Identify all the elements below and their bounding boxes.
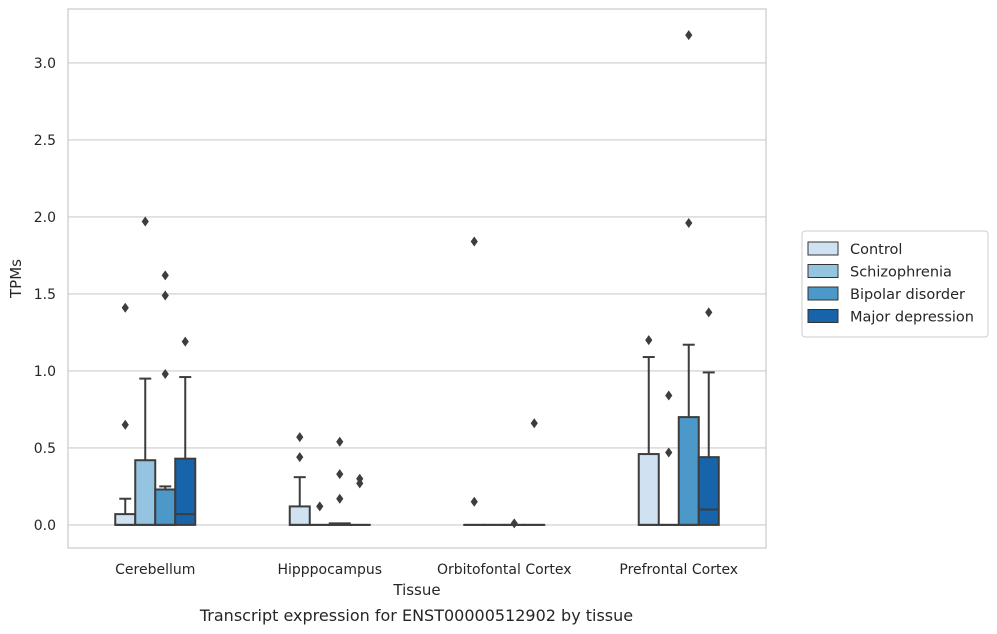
- box-iqr: [697, 456, 720, 526]
- box-schizophrenia: [657, 390, 680, 526]
- box-control: [463, 236, 486, 526]
- box-bipolar-disorder: [677, 30, 700, 526]
- x-tick-label: Orbitofontal Cortex: [437, 562, 572, 578]
- y-tick-label: 1.0: [34, 364, 56, 380]
- outlier-point: [356, 473, 364, 484]
- outlier-point: [530, 418, 538, 429]
- x-axis-title: Tissue: [392, 581, 440, 599]
- outlier-point: [685, 30, 693, 41]
- plot-frame: [67, 8, 767, 549]
- legend-item: Bipolar disorder: [807, 286, 965, 303]
- x-tick-label: Prefrontal Cortex: [619, 562, 738, 578]
- box-schizophrenia: [308, 501, 331, 526]
- y-tick-label: 1.5: [34, 287, 56, 303]
- outlier-point: [316, 501, 324, 512]
- y-tick-label: 0.0: [34, 518, 56, 534]
- box-iqr: [288, 505, 311, 526]
- box-major-depression: [697, 307, 720, 526]
- grid-lines: [68, 62, 766, 526]
- outlier-point: [296, 452, 304, 463]
- legend-swatch: [807, 309, 839, 323]
- legend-label: Control: [850, 242, 902, 258]
- outlier-point: [336, 493, 344, 504]
- y-axis-ticks: 0.0 0.5 1.0 1.5 2.0 2.5 3.0: [34, 56, 56, 534]
- box-bipolar-disorder: [503, 518, 526, 529]
- legend-label: Major depression: [850, 310, 974, 326]
- outlier-point: [470, 496, 478, 507]
- outlier-point: [685, 218, 693, 229]
- y-tick-label: 0.5: [34, 441, 56, 457]
- outlier-point: [121, 302, 129, 313]
- x-axis-ticks: Cerebellum Hipppocampus Orbitofontal Corte…: [115, 562, 738, 578]
- legend-swatch: [807, 264, 839, 278]
- legend-item: Schizophrenia: [807, 264, 952, 281]
- box-control: [288, 432, 311, 526]
- box-iqr: [677, 416, 700, 526]
- outlier-point: [510, 518, 518, 529]
- legend-items: Control Schizophrenia Bipolar disorder Majo…: [807, 241, 974, 326]
- box-major-depression: [174, 336, 197, 526]
- x-tick-label: Hipppocampus: [277, 562, 382, 578]
- legend-label: Bipolar disorder: [850, 287, 965, 303]
- box-iqr: [154, 488, 177, 526]
- legend-item: Major depression: [807, 309, 974, 326]
- legend: Control Schizophrenia Bipolar disorder Majo…: [801, 230, 989, 338]
- y-tick-label: 2.5: [34, 133, 56, 149]
- box-bipolar-disorder: [328, 436, 351, 526]
- outlier-point: [336, 469, 344, 480]
- box-control: [637, 335, 660, 526]
- box-major-depression: [348, 473, 371, 526]
- y-tick-label: 3.0: [34, 56, 56, 72]
- legend-frame: [801, 230, 989, 338]
- box-major-depression: [523, 418, 546, 526]
- outlier-point: [665, 447, 673, 458]
- outlier-point: [141, 216, 149, 227]
- outlier-point: [665, 390, 673, 401]
- box-bipolar-disorder: [154, 270, 177, 526]
- box-plot-series: [114, 30, 720, 529]
- outlier-point: [181, 336, 189, 347]
- y-axis-title: TPMs: [7, 259, 25, 299]
- outlier-point: [336, 436, 344, 447]
- outlier-point: [161, 270, 169, 281]
- box-iqr: [134, 459, 157, 526]
- outlier-point: [645, 335, 653, 346]
- outlier-point: [705, 307, 713, 318]
- legend-swatch: [807, 286, 839, 301]
- y-tick-label: 2.0: [34, 210, 56, 226]
- outlier-point: [161, 368, 169, 379]
- legend-swatch: [807, 241, 839, 256]
- legend-label: Schizophrenia: [850, 265, 952, 281]
- box-control: [114, 302, 137, 526]
- legend-item: Control: [807, 241, 902, 258]
- outlier-point: [161, 290, 169, 301]
- box-iqr: [174, 457, 197, 526]
- outlier-point: [121, 419, 129, 430]
- outlier-point: [296, 432, 304, 443]
- box-iqr: [637, 453, 660, 526]
- box-iqr: [114, 513, 137, 526]
- outlier-point: [470, 236, 478, 247]
- x-tick-label: Cerebellum: [115, 562, 195, 578]
- figure-caption: Transcript expression for ENST0000051290…: [199, 606, 634, 625]
